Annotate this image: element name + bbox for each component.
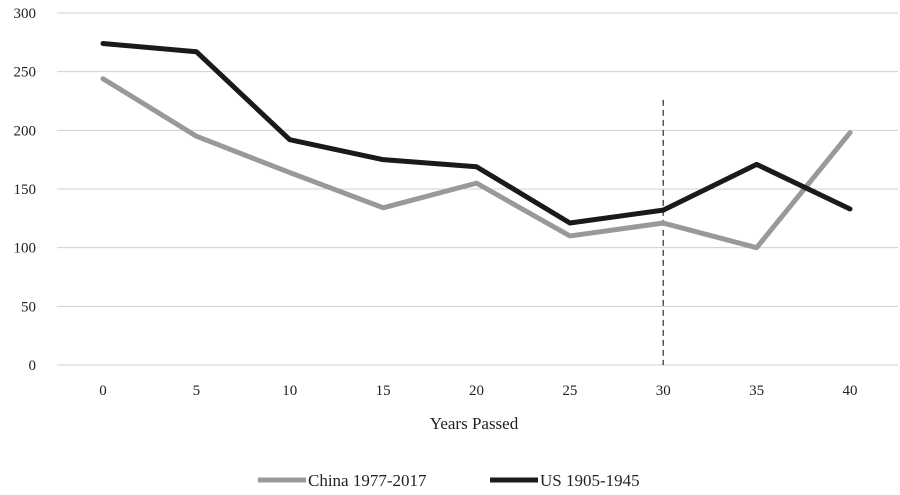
x-tick-label: 25: [562, 383, 577, 399]
series-line-china: [100, 76, 853, 251]
y-tick-label: 150: [14, 182, 37, 198]
x-tick-label: 10: [282, 383, 297, 399]
legend: China 1977-2017 US 1905-1945: [258, 471, 640, 490]
x-axis-tick-labels: 0 5 10 15 20 25 30 35 40: [99, 383, 857, 399]
series-lines: [100, 41, 853, 251]
y-tick-label: 200: [14, 123, 37, 139]
y-tick-label: 0: [29, 358, 37, 374]
y-tick-label: 250: [14, 65, 37, 81]
y-tick-label: 300: [14, 6, 37, 22]
legend-label: US 1905-1945: [540, 471, 640, 490]
y-axis-tick-labels: 0 50 100 150 200 250 300: [14, 6, 37, 374]
x-tick-label: 20: [469, 383, 484, 399]
x-tick-label: 35: [749, 383, 764, 399]
x-tick-label: 40: [843, 383, 858, 399]
legend-label: China 1977-2017: [308, 471, 427, 490]
y-tick-label: 100: [14, 241, 37, 257]
gridlines: [57, 12, 898, 366]
x-tick-label: 15: [376, 383, 391, 399]
series-line-us: [100, 41, 853, 226]
x-tick-label: 0: [99, 383, 107, 399]
x-axis-title: Years Passed: [430, 414, 519, 433]
y-tick-label: 50: [21, 299, 36, 315]
x-tick-label: 5: [193, 383, 201, 399]
x-tick-label: 30: [656, 383, 671, 399]
